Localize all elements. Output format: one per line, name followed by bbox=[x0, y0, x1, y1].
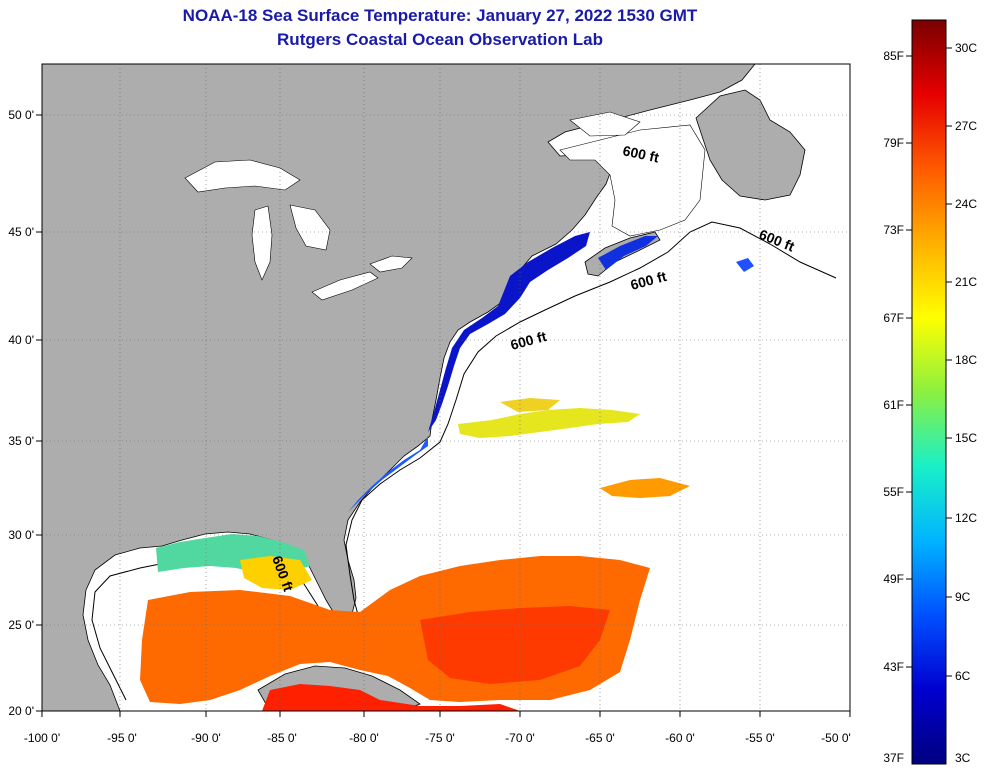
colorbar-c-label: 24C bbox=[955, 197, 977, 211]
colorbar-f-label: 55F bbox=[883, 485, 904, 499]
colorbar-f-label: 37F bbox=[883, 751, 904, 765]
lon-tick-label: -75 0' bbox=[425, 731, 455, 745]
lat-tick-label: 50 0' bbox=[8, 108, 34, 122]
lake-erie bbox=[311, 271, 379, 301]
sst-gulf-yellow bbox=[240, 556, 312, 590]
map-frame bbox=[41, 63, 851, 712]
lat-tick-label: 20 0' bbox=[8, 704, 34, 718]
lon-axis: -100 0' -95 0' -90 0' -85 0' -80 0' -75 … bbox=[24, 711, 851, 745]
lon-tick-label: -70 0' bbox=[505, 731, 535, 745]
lon-tick-label: -90 0' bbox=[191, 731, 221, 745]
colorbar-c-label: 6C bbox=[955, 669, 971, 683]
colorbar-f-label: 73F bbox=[883, 223, 904, 237]
sst-yellow-midatlantic bbox=[458, 408, 640, 438]
contour-label: 600 ft bbox=[621, 142, 660, 165]
lon-tick-label: -65 0' bbox=[585, 731, 615, 745]
lake-michigan bbox=[251, 205, 273, 281]
colorbar-c-label: 27C bbox=[955, 119, 977, 133]
colorbar-f-label: 43F bbox=[883, 660, 904, 674]
sst-hot-east bbox=[420, 606, 610, 684]
sst-hot-caribbean bbox=[262, 684, 520, 711]
colorbar-f-label: 49F bbox=[883, 572, 904, 586]
lake-huron bbox=[289, 204, 331, 251]
land-newfoundland bbox=[695, 89, 806, 201]
colorbar-c-label: 18C bbox=[955, 353, 977, 367]
colorbar-f-label: 61F bbox=[883, 398, 904, 412]
lon-tick-label: -95 0' bbox=[107, 731, 137, 745]
lat-tick-label: 40 0' bbox=[8, 333, 34, 347]
lon-tick-label: -85 0' bbox=[267, 731, 297, 745]
lat-tick-label: 30 0' bbox=[8, 528, 34, 542]
sst-cold-nw-atlantic bbox=[428, 232, 590, 432]
colorbar: 85F 79F 73F 67F 61F 55F 49F 43F 37F 30C … bbox=[883, 19, 977, 765]
lon-tick-label: -100 0' bbox=[24, 731, 60, 745]
lon-tick-label: -50 0' bbox=[821, 731, 851, 745]
colorbar-c-label: 12C bbox=[955, 511, 977, 525]
map-subtitle: Rutgers Coastal Ocean Observation Lab bbox=[277, 30, 603, 49]
map-gridlines bbox=[42, 64, 850, 711]
lake-ontario bbox=[369, 255, 413, 273]
lon-tick-label: -60 0' bbox=[665, 731, 695, 745]
colorbar-c-label: 9C bbox=[955, 590, 971, 604]
colorbar-c-label: 3C bbox=[955, 751, 971, 765]
colorbar-c-label: 21C bbox=[955, 275, 977, 289]
lat-tick-label: 35 0' bbox=[8, 434, 34, 448]
sst-cold-grand-banks bbox=[736, 258, 754, 272]
lon-tick-label: -80 0' bbox=[349, 731, 379, 745]
sst-yellow-offshore bbox=[500, 398, 560, 412]
sst-orange-gulfstream bbox=[600, 478, 690, 498]
sst-se-coastal-band bbox=[348, 436, 428, 512]
lat-tick-label: 45 0' bbox=[8, 225, 34, 239]
lat-axis: 20 0' 25 0' 30 0' 35 0' 40 0' 45 0' 50 0… bbox=[8, 108, 42, 718]
colorbar-c-label: 15C bbox=[955, 431, 977, 445]
lat-tick-label: 25 0' bbox=[8, 618, 34, 632]
lake-north bbox=[569, 111, 641, 137]
map-title: NOAA-18 Sea Surface Temperature: January… bbox=[182, 6, 698, 25]
lake-superior bbox=[184, 159, 301, 193]
sst-cold-maritimes bbox=[598, 236, 658, 270]
colorbar-f-label: 67F bbox=[883, 311, 904, 325]
colorbar-f-label: 85F bbox=[883, 49, 904, 63]
colorbar-c-label: 30C bbox=[955, 41, 977, 55]
colorbar-gradient bbox=[911, 19, 947, 765]
lon-tick-label: -55 0' bbox=[745, 731, 775, 745]
colorbar-f-label: 79F bbox=[883, 136, 904, 150]
